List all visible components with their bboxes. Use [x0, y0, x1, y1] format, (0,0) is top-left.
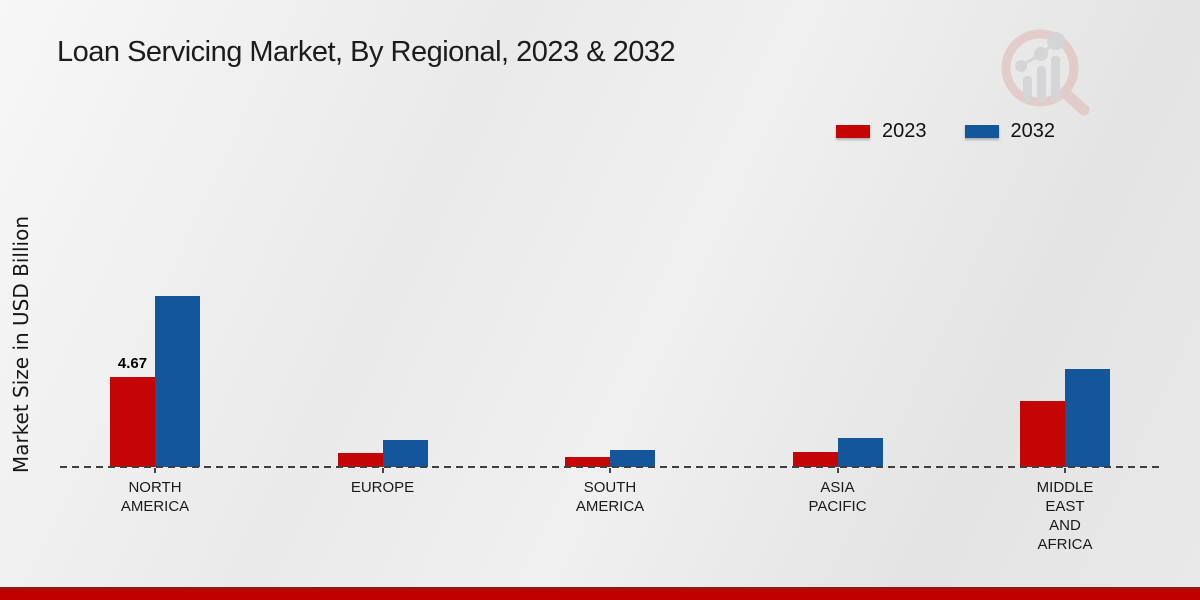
x-axis-tick-middle-east-and-africa [1064, 468, 1066, 473]
bar-2023-europe [337, 453, 383, 467]
category-label-south-america: SOUTH AMERICA [575, 479, 645, 515]
legend-label: 2032 [1010, 120, 1056, 142]
category-label-north-america: NORTH AMERICA [120, 479, 190, 515]
legend-swatch-2023 [836, 125, 870, 138]
legend-item-2023: 2023 [836, 120, 927, 143]
bar-2032-middle-east-and-africa [1065, 369, 1110, 467]
x-axis-dashed-baseline [60, 466, 1160, 468]
category-label-middle-east-and-africa: MIDDLE EAST AND AFRICA [1036, 479, 1094, 553]
x-axis-tick-europe [381, 468, 384, 473]
legend-swatch-2032 [964, 125, 999, 138]
x-axis-tick-asia-pacific [836, 468, 839, 473]
footer-accent-strip [0, 587, 1200, 600]
x-axis-tick-south-america [609, 468, 611, 473]
legend-item-2032: 2032 [964, 120, 1056, 143]
bar-2023-middle-east-and-africa [1020, 401, 1065, 467]
chart-title: Loan Servicing Market, By Regional, 2023… [57, 36, 676, 68]
legend-label: 2023 [882, 120, 927, 142]
magnifier-bar-chart-logo-icon [1001, 29, 1090, 116]
bar-2023-south-america [565, 457, 610, 467]
value-label-2023-north-america: 4.67 [117, 355, 148, 372]
legend: 2023 2032 [836, 120, 1055, 143]
bar-2032-asia-pacific [837, 438, 883, 467]
bar-2023-asia-pacific [792, 452, 838, 467]
bar-2032-north-america [155, 296, 200, 467]
bar-2032-europe [382, 440, 428, 467]
category-label-europe: EUROPE [350, 479, 415, 496]
category-label-asia-pacific: ASIA PACIFIC [808, 479, 867, 515]
bar-2023-north-america [110, 377, 155, 467]
x-axis-tick-north-america [154, 468, 156, 473]
bar-2032-south-america [610, 450, 655, 467]
